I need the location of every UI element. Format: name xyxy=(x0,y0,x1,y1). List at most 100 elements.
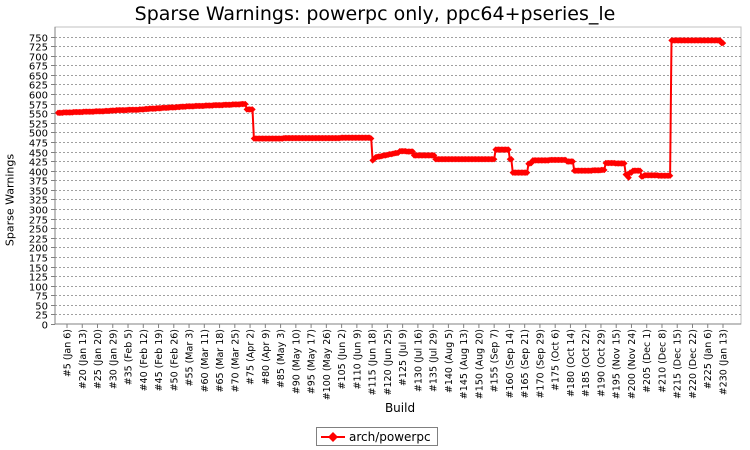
y-tick-label: 300 xyxy=(29,206,48,217)
y-tick-label: 250 xyxy=(29,225,48,236)
data-point xyxy=(719,39,727,47)
x-tick-label: #140 (Aug 5) xyxy=(444,329,455,393)
data-point xyxy=(636,167,644,174)
x-tick-label: #175 (Oct 6) xyxy=(551,329,562,391)
x-tick-label: #210 (Dec 8) xyxy=(657,329,668,393)
data-point xyxy=(490,156,498,163)
data-point xyxy=(625,174,632,181)
x-tick-label: #135 (Jul 29) xyxy=(429,329,440,392)
y-tick-label: 375 xyxy=(29,177,48,188)
y-tick-label: 275 xyxy=(29,216,48,227)
x-tick-label: #170 (Sep 29) xyxy=(535,329,546,399)
y-tick-label: 750 xyxy=(29,34,48,45)
x-tick-label: #125 (Jul 9) xyxy=(398,329,409,386)
y-tick-label: 700 xyxy=(29,53,48,64)
y-tick-label: 350 xyxy=(29,187,48,198)
x-tick-label: #30 (Jan 29) xyxy=(108,329,119,389)
y-tick-label: 525 xyxy=(29,120,48,131)
x-tick-label: #115 (Jun 18) xyxy=(368,329,379,395)
x-tick-label: #80 (Apr 9) xyxy=(261,329,272,385)
x-tick-label: #35 (Feb 5) xyxy=(124,329,135,385)
y-tick-label: 50 xyxy=(35,302,48,313)
y-tick-label: 325 xyxy=(29,196,48,207)
y-tick-label: 225 xyxy=(29,235,48,246)
x-axis-label: Build xyxy=(384,401,416,415)
y-tick-label: 200 xyxy=(29,244,48,255)
y-tick-label: 25 xyxy=(35,311,48,322)
y-tick-label: 600 xyxy=(29,91,48,102)
x-tick-label: #110 (Jun 9) xyxy=(352,329,363,389)
x-tick-label: #190 (Oct 29) xyxy=(596,329,607,397)
x-tick-label: #185 (Oct 22) xyxy=(581,329,592,397)
x-axis-ticks: #5 (Jan 6) #20 (Jan 13) #25 (Jan 20) #30 (J… xyxy=(63,324,730,400)
legend-label: arch/powerpc xyxy=(349,429,431,444)
y-tick-label: 425 xyxy=(29,158,48,169)
x-tick-label: #230 (Jan 13) xyxy=(719,329,730,395)
x-tick-label: #145 (Aug 13) xyxy=(459,329,470,399)
y-tick-label: 75 xyxy=(35,292,48,303)
x-tick-label: #45 (Feb 19) xyxy=(154,329,165,391)
data-point xyxy=(249,106,256,113)
y-tick-label: 550 xyxy=(29,110,48,121)
y-tick-label: 625 xyxy=(29,81,48,92)
y-tick-label: 500 xyxy=(29,129,48,140)
x-tick-label: #200 (Nov 24) xyxy=(627,329,638,399)
y-tick-label: 650 xyxy=(29,72,48,83)
data-point xyxy=(505,146,512,153)
chart-title: Sparse Warnings: powerpc only, ppc64+pse… xyxy=(134,3,616,25)
x-tick-label: #65 (Mar 18) xyxy=(215,329,226,393)
x-tick-label: #25 (Jan 20) xyxy=(93,329,104,389)
x-tick-label: #165 (Sep 21) xyxy=(520,329,531,399)
x-tick-label: #220 (Dec 22) xyxy=(688,329,699,399)
data-point xyxy=(601,166,608,174)
legend-marker-icon xyxy=(321,431,345,442)
data-point xyxy=(621,160,628,167)
data-point xyxy=(508,156,515,163)
x-tick-label: #85 (May 3) xyxy=(276,329,287,388)
y-tick-label: 100 xyxy=(29,283,48,294)
y-tick-label: 0 xyxy=(42,321,48,332)
x-tick-label: #40 (Feb 12) xyxy=(139,329,150,391)
x-tick-label: #100 (May 26) xyxy=(322,329,333,400)
y-tick-label: 400 xyxy=(29,168,48,179)
data-point xyxy=(569,158,577,165)
y-tick-label: 175 xyxy=(29,254,48,265)
legend: arch/powerpc xyxy=(316,427,438,446)
x-tick-label: #60 (Mar 11) xyxy=(200,329,211,393)
y-tick-label: 725 xyxy=(29,43,48,54)
y-tick-label: 150 xyxy=(29,264,48,275)
y-axis-ticks: 0255075100125150175200225250275300325350… xyxy=(29,34,55,332)
x-tick-label: #55 (Mar 3) xyxy=(185,329,196,386)
x-tick-label: #50 (Feb 26) xyxy=(169,329,180,391)
x-tick-label: #90 (May 10) xyxy=(291,329,302,394)
series-arch-powerpc xyxy=(54,37,727,181)
x-tick-label: #75 (Apr 2) xyxy=(246,329,257,385)
x-tick-label: #150 (Aug 20) xyxy=(474,329,485,399)
data-point xyxy=(367,135,375,142)
data-point xyxy=(666,172,674,179)
x-tick-label: #205 (Dec 1) xyxy=(642,329,653,393)
plot-area xyxy=(54,26,742,325)
x-tick-label: #5 (Jan 6) xyxy=(63,329,74,377)
data-point xyxy=(623,171,631,178)
x-tick-label: #155 (Sep 7) xyxy=(490,329,501,393)
y-tick-label: 575 xyxy=(29,101,48,112)
x-tick-label: #215 (Dec 15) xyxy=(673,329,684,399)
y-axis-label-text: Sparse Warnings xyxy=(3,153,17,247)
y-tick-label: 675 xyxy=(29,62,48,73)
x-tick-label: #130 (Jul 16) xyxy=(413,329,424,392)
x-tick-label: #70 (Mar 25) xyxy=(230,329,241,393)
x-tick-label: #120 (Jun 25) xyxy=(383,329,394,395)
x-tick-label: #225 (Jan 6) xyxy=(703,329,714,389)
data-point xyxy=(242,100,249,108)
x-tick-label: #160 (Sep 14) xyxy=(505,329,516,399)
x-tick-label: #195 (Nov 15) xyxy=(612,329,623,399)
y-tick-label: 475 xyxy=(29,139,48,150)
data-point xyxy=(523,169,531,176)
x-tick-label: #20 (Jan 13) xyxy=(78,329,89,389)
x-tick-label: #95 (May 17) xyxy=(307,329,318,394)
x-tick-label: #180 (Oct 14) xyxy=(566,329,577,397)
y-tick-label: 125 xyxy=(29,273,48,284)
y-tick-label: 450 xyxy=(29,149,48,160)
